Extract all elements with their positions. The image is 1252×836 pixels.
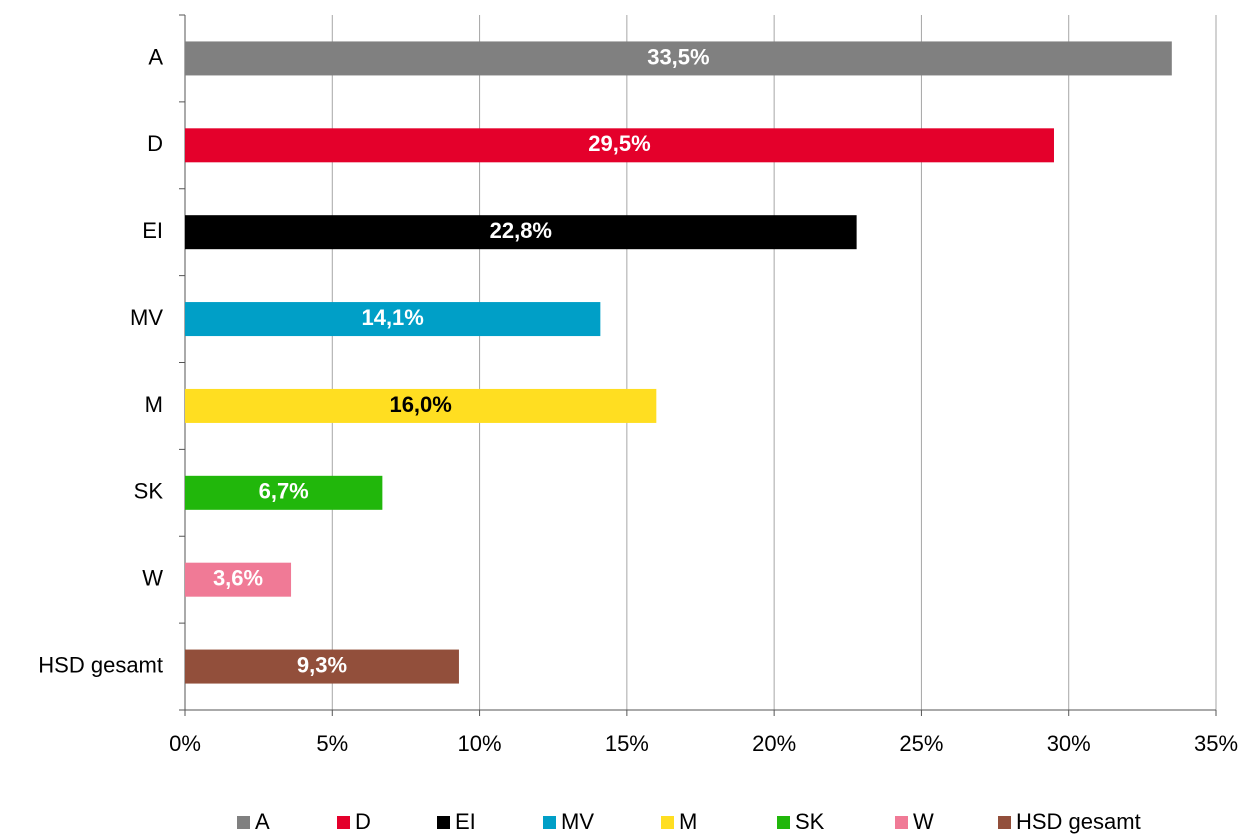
bar — [185, 128, 1054, 163]
legend-label: W — [913, 809, 934, 834]
legend-swatch — [777, 816, 790, 829]
x-tick-label: 5% — [316, 731, 348, 756]
value-label: 16,0% — [389, 392, 451, 417]
y-tick-label: SK — [134, 479, 164, 504]
bar — [185, 41, 1172, 76]
y-tick-label: EI — [142, 218, 163, 243]
legend-label: D — [355, 809, 371, 834]
bar — [185, 388, 657, 423]
x-tick-label: 30% — [1047, 731, 1091, 756]
x-tick-label: 10% — [458, 731, 502, 756]
x-tick-label: 20% — [752, 731, 796, 756]
bar — [185, 215, 857, 250]
value-label: 9,3% — [297, 652, 347, 677]
y-tick-label: M — [145, 392, 163, 417]
x-tick-label: 0% — [169, 731, 201, 756]
legend-label: MV — [561, 809, 594, 834]
bar — [185, 475, 383, 510]
value-label: 29,5% — [588, 131, 650, 156]
legend-swatch — [661, 816, 674, 829]
x-tick-label: 35% — [1194, 731, 1238, 756]
legend-label: M — [679, 809, 697, 834]
legend-label: EI — [455, 809, 476, 834]
x-tick-label: 15% — [605, 731, 649, 756]
value-label: 14,1% — [361, 305, 423, 330]
legend-swatch — [895, 816, 908, 829]
legend-swatch — [437, 816, 450, 829]
y-tick-label: W — [142, 566, 163, 591]
value-label: 6,7% — [259, 479, 309, 504]
legend-label: A — [255, 809, 270, 834]
bar — [185, 302, 601, 337]
value-label: 3,6% — [213, 566, 263, 591]
bar — [185, 562, 292, 597]
legend-swatch — [998, 816, 1011, 829]
y-tick-label: MV — [130, 305, 163, 330]
legend-swatch — [337, 816, 350, 829]
value-label: 22,8% — [490, 218, 552, 243]
y-tick-label: HSD gesamt — [38, 652, 163, 677]
y-tick-label: D — [147, 131, 163, 156]
y-tick-label: A — [148, 44, 163, 69]
value-label: 33,5% — [647, 44, 709, 69]
legend-label: HSD gesamt — [1016, 809, 1141, 834]
x-tick-label: 25% — [899, 731, 943, 756]
bar — [185, 649, 459, 684]
legend-swatch — [237, 816, 250, 829]
legend-swatch — [543, 816, 556, 829]
legend-label: SK — [795, 809, 825, 834]
